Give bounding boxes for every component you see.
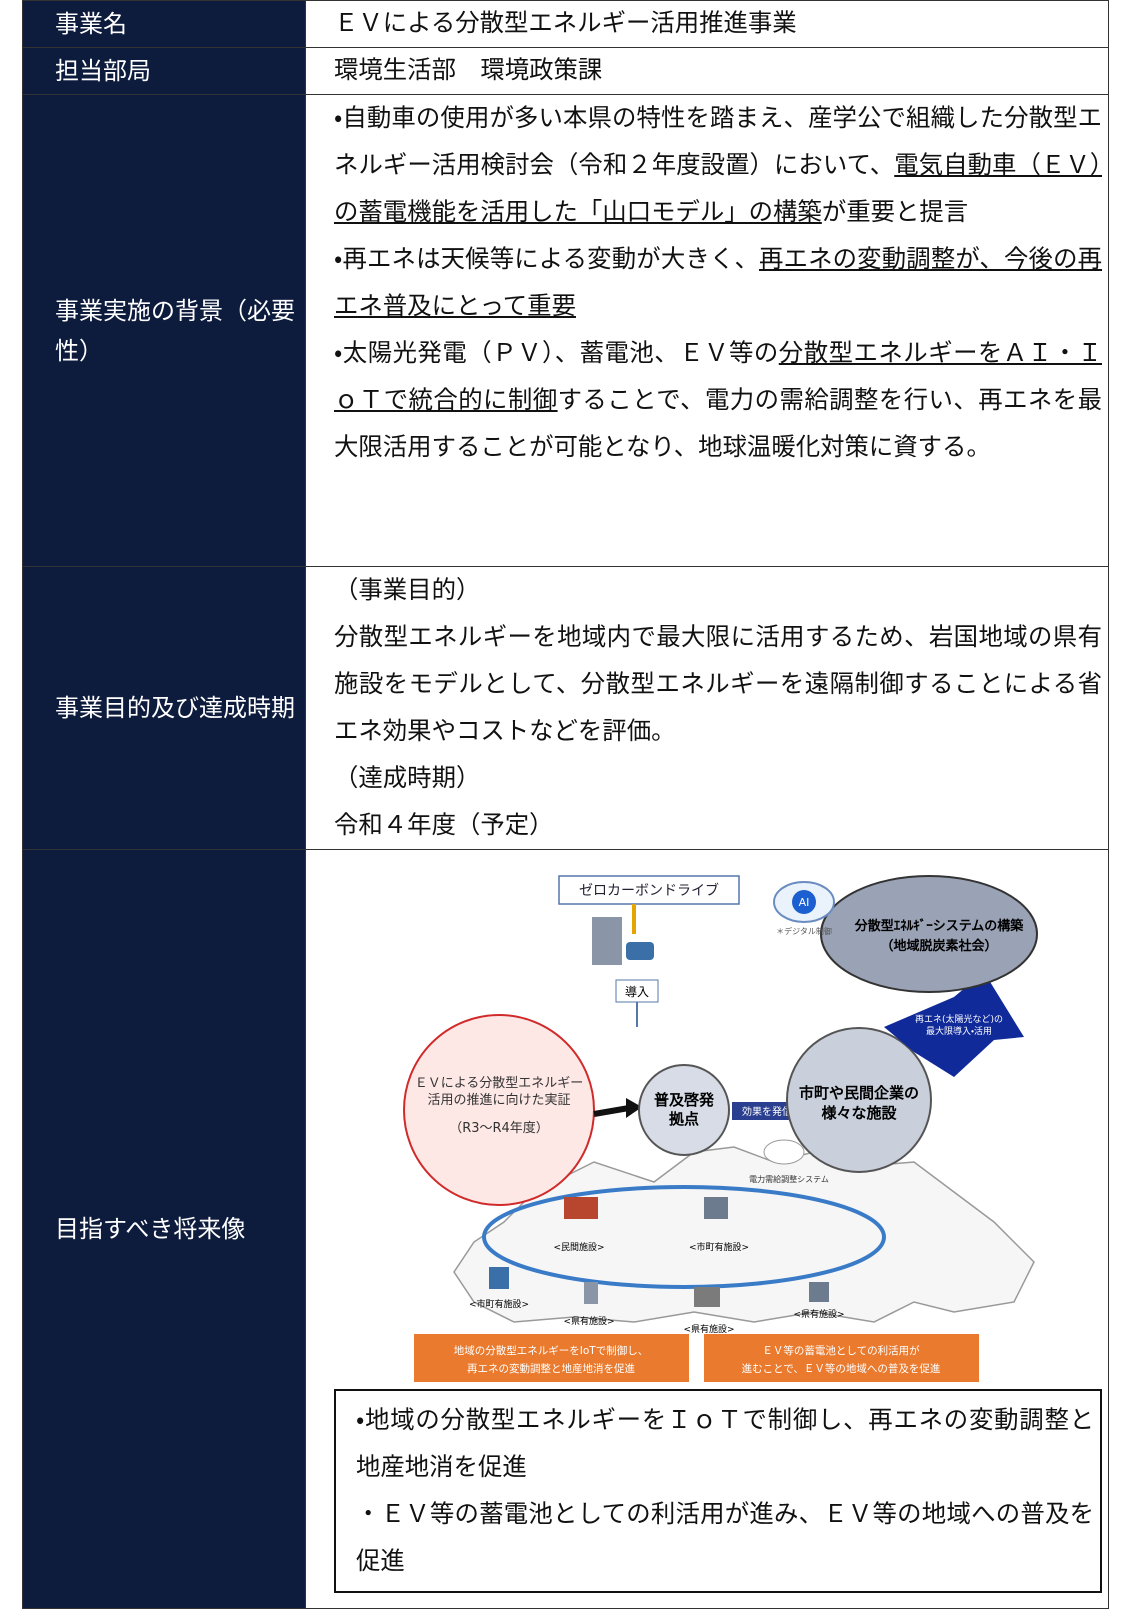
figure-label: 再エネの変動調整と地産地消を促進 xyxy=(467,1362,635,1375)
text: 分散型エネルギーをＡＩ・ＩｏＴで統合的に制御 xyxy=(334,340,1102,414)
paragraph: （事業目的） xyxy=(334,567,1102,614)
row: 目指すべき将来像 ゼロカーボンドライブ 導入 ＥＶによる分散型エネルギー 活用の… xyxy=(22,849,1109,1609)
text: することで、電力の需給調整を行い、再エネを最大限活用することが可能となり、地球温… xyxy=(334,387,1102,461)
figure-label: <民間施設> xyxy=(553,1241,604,1253)
text: ・自動車の使用が多い本県の特性を踏まえ、産学公で組織した分散型エネルギー活用検討… xyxy=(334,105,1102,179)
row-label: 事業目的及び達成時期 xyxy=(22,566,306,850)
summary-box: ・地域の分散型エネルギーをＩｏＴで制御し、再エネの変動調整と地産地消を促進 ・Ｅ… xyxy=(334,1389,1102,1593)
figure-label: 最大限導入・活用 xyxy=(926,1025,992,1037)
figure-label: ＊デジタル制御 xyxy=(776,926,832,936)
cloud xyxy=(763,1139,805,1165)
figure-label: （地域脱炭素社会） xyxy=(880,938,997,954)
figure-label: （R3〜R4年度） xyxy=(449,1120,549,1136)
figure-label: 効果を発信 xyxy=(742,1105,792,1118)
figure-label: 市町や民間企業の xyxy=(799,1084,919,1102)
facility xyxy=(809,1282,829,1302)
text: が重要と提言 xyxy=(821,199,969,226)
figure-label: AI xyxy=(799,896,810,909)
text: 再エネの変動調整が、今後の再エネ普及にとって重要 xyxy=(334,246,1103,320)
figure-label: ＥＶによる分散型エネルギー xyxy=(415,1076,584,1091)
figure-label: 様々な施設 xyxy=(821,1104,897,1122)
ev xyxy=(626,942,654,960)
paragraph: ・再エネは天候等による変動が大きく、再エネの変動調整が、今後の再エネ普及にとって… xyxy=(334,236,1102,330)
figure-label: 普及啓発 xyxy=(654,1091,715,1109)
facility xyxy=(584,1282,598,1304)
demo-circle xyxy=(403,1014,595,1206)
text: （達成時期） xyxy=(334,765,481,792)
orange-box xyxy=(414,1334,689,1382)
building xyxy=(592,917,622,965)
figure: ゼロカーボンドライブ 導入 ＥＶによる分散型エネルギー 活用の推進に向けた実証 … xyxy=(403,875,1038,1382)
figure-label: <市町有施設> xyxy=(689,1241,749,1253)
figure-label: 再エネ(太陽光など)の xyxy=(915,1013,1003,1025)
row-content: ・自動車の使用が多い本県の特性を踏まえ、産学公で組織した分散型エネルギー活用検討… xyxy=(305,94,1109,567)
facility xyxy=(564,1197,598,1219)
paragraph: ・自動車の使用が多い本県の特性を踏まえ、産学公で組織した分散型エネルギー活用検討… xyxy=(334,95,1102,236)
arrow xyxy=(732,1102,802,1120)
figure-label: 分散型ｴﾈﾙｷﾞｰシステムの構築 xyxy=(854,918,1025,934)
figure-label: 導入 xyxy=(625,985,649,999)
facility xyxy=(694,1287,720,1307)
figure-label: 拠点 xyxy=(669,1110,699,1128)
row-content: （事業目的） 分散型エネルギーを地域内で最大限に活用するため、岩国地域の県有施設… xyxy=(305,566,1109,850)
text: ・再エネは天候等による変動が大きく、 xyxy=(334,246,759,273)
figure-label: 電力需給調整システム xyxy=(749,1174,829,1184)
paragraph: 令和４年度（予定） xyxy=(334,802,1102,849)
label-box xyxy=(558,875,740,905)
row-content: ＥＶによる分散型エネルギー活用推進事業 xyxy=(305,0,1109,48)
figure-label: 進むことで、ＥＶ等の地域への普及を促進 xyxy=(742,1362,941,1375)
system-ellipse xyxy=(820,875,1038,993)
figure-label: ＥＶ等の蓄電池としての利活用が xyxy=(762,1344,920,1357)
arrow xyxy=(593,1105,630,1117)
hub-circle xyxy=(638,1064,730,1156)
row-label: 事業実施の背景（必要性） xyxy=(22,94,306,567)
ai-icon xyxy=(792,890,816,914)
arrow-head xyxy=(626,1098,642,1118)
text: （事業目的） xyxy=(334,577,481,604)
paragraph: ・太陽光発電（ＰＶ）、蓄電池、ＥＶ等の分散型エネルギーをＡＩ・ＩｏＴで統合的に制… xyxy=(334,330,1102,471)
figure-label: 地域の分散型エネルギーをIoTで制御し、 xyxy=(454,1344,648,1357)
text: 電気自動車（ＥＶ）の蓄電機能を活用した「山口モデル」の構築 xyxy=(334,152,1102,226)
row: 事業目的及び達成時期 （事業目的） 分散型エネルギーを地域内で最大限に活用するた… xyxy=(22,566,1109,850)
network-ellipse xyxy=(482,1185,886,1289)
row-label: 目指すべき将来像 xyxy=(22,849,306,1609)
row: 担当部局 環境生活部 環境政策課 xyxy=(22,47,1109,95)
figure-label: 活用の推進に向けた実証 xyxy=(427,1092,570,1108)
row-label: 事業名 xyxy=(22,0,306,48)
project-table: 事業名 ＥＶによる分散型エネルギー活用推進事業 担当部局 環境生活部 環境政策課… xyxy=(22,0,1109,1609)
row-content: ゼロカーボンドライブ 導入 ＥＶによる分散型エネルギー 活用の推進に向けた実証 … xyxy=(305,849,1109,1609)
figure-label: <県有施設> xyxy=(683,1323,734,1335)
facilities-circle xyxy=(786,1027,932,1173)
figure-label: ゼロカーボンドライブ xyxy=(579,882,719,899)
row: 事業実施の背景（必要性） ・自動車の使用が多い本県の特性を踏まえ、産学公で組織し… xyxy=(22,94,1109,567)
row-content: 環境生活部 環境政策課 xyxy=(305,47,1109,95)
paragraph: 分散型エネルギーを地域内で最大限に活用するため、岩国地域の県有施設をモデルとして… xyxy=(334,614,1102,755)
figure-label: <県有施設> xyxy=(563,1315,614,1327)
text: 分散型エネルギーを地域内で最大限に活用するため、岩国地域の県有施設をモデルとして… xyxy=(334,624,1102,745)
paragraph: ・地域の分散型エネルギーをＩｏＴで制御し、再エネの変動調整と地産地消を促進 xyxy=(356,1407,1094,1481)
facility xyxy=(489,1267,509,1289)
row-label: 担当部局 xyxy=(22,47,306,95)
text: ・太陽光発電（ＰＶ）、蓄電池、ＥＶ等の xyxy=(334,340,779,367)
figure-label: <県有施設> xyxy=(793,1308,844,1320)
facility xyxy=(704,1197,728,1219)
figure-label: <市町有施設> xyxy=(469,1298,529,1310)
paragraph: ・ＥＶ等の蓄電池としての利活用が進み、ＥＶ等の地域への普及を促進 xyxy=(356,1501,1094,1575)
big-arrow xyxy=(884,972,1024,1077)
paragraph: （達成時期） xyxy=(334,755,1102,802)
orange-box xyxy=(704,1334,979,1382)
row: 事業名 ＥＶによる分散型エネルギー活用推進事業 xyxy=(22,0,1109,48)
text: 令和４年度（予定） xyxy=(334,812,554,839)
